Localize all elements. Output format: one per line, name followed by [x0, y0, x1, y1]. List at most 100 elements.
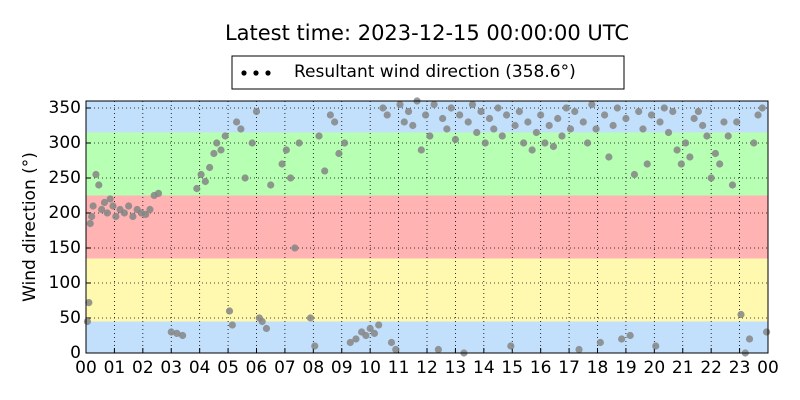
x-tick-label: 05 [217, 358, 239, 378]
point [375, 321, 383, 329]
point [225, 307, 234, 315]
x-tick-label: 09 [331, 358, 353, 378]
point [745, 335, 754, 343]
plot-frame [85, 100, 769, 354]
point [404, 107, 413, 116]
point [434, 345, 442, 354]
point [396, 100, 404, 109]
legend-marker [253, 70, 259, 76]
x-tick-label: 07 [274, 358, 296, 378]
point [83, 317, 92, 326]
point [660, 104, 668, 112]
point [120, 209, 128, 217]
point [554, 114, 562, 123]
point [295, 139, 303, 147]
point [507, 342, 515, 350]
y-tick-label: 350 [49, 98, 81, 118]
y-tick-label: 100 [49, 273, 81, 293]
point [566, 125, 575, 133]
point [252, 107, 261, 116]
point [677, 160, 685, 168]
point [524, 118, 532, 126]
point [241, 174, 249, 182]
point [267, 181, 275, 189]
point [129, 212, 137, 221]
point [515, 107, 523, 116]
point [366, 324, 374, 333]
point [443, 125, 451, 133]
point [112, 212, 120, 221]
point [311, 342, 319, 350]
point [583, 139, 592, 147]
point [468, 100, 477, 109]
point [173, 329, 181, 337]
legend-label: Resultant wind direction (358.6°) [294, 62, 576, 82]
point [379, 104, 387, 112]
point [88, 212, 96, 221]
point [387, 338, 396, 347]
point [206, 163, 214, 172]
point [282, 146, 290, 154]
point [426, 132, 434, 140]
x-tick-label: 21 [672, 358, 694, 378]
point [86, 219, 94, 228]
y-axis-label: Wind direction (°) [20, 152, 40, 302]
point [315, 132, 323, 140]
point [92, 170, 100, 179]
x-tick-label: 16 [530, 358, 552, 378]
point [326, 111, 334, 119]
point [237, 125, 245, 133]
point [278, 160, 286, 168]
point [545, 121, 553, 130]
point [362, 331, 370, 340]
y-tick-label: 250 [49, 168, 81, 188]
point [490, 125, 498, 133]
point [754, 111, 762, 119]
point [417, 146, 425, 154]
point [287, 174, 295, 182]
point [664, 128, 673, 137]
point [699, 121, 707, 130]
point [447, 104, 455, 112]
point [647, 111, 656, 119]
y-tick-label: 150 [49, 238, 81, 258]
point [233, 118, 241, 126]
x-tick-label: 02 [132, 358, 154, 378]
point [456, 111, 464, 119]
point [481, 139, 489, 147]
x-tick-label: 04 [189, 358, 211, 378]
point [626, 331, 634, 340]
point [95, 181, 103, 189]
point [109, 202, 117, 210]
point [473, 128, 481, 137]
point [643, 160, 651, 168]
point [383, 111, 391, 119]
point [758, 104, 766, 112]
point [711, 149, 720, 158]
point [502, 111, 511, 119]
point [694, 107, 702, 116]
point [291, 244, 299, 252]
point [485, 114, 494, 123]
point [421, 111, 430, 119]
point [681, 139, 690, 147]
point [210, 149, 218, 158]
point [98, 205, 106, 214]
point [762, 328, 771, 336]
point [571, 107, 579, 116]
point [601, 111, 609, 119]
point [100, 198, 109, 207]
point [262, 324, 271, 333]
point [737, 310, 745, 319]
point [605, 153, 613, 161]
legend-marker [265, 70, 271, 76]
point [179, 331, 187, 340]
point [669, 107, 677, 116]
x-tick-label: 10 [359, 358, 381, 378]
point [154, 189, 163, 197]
point [707, 174, 715, 182]
x-tick-label: 18 [587, 358, 609, 378]
x-tick-label: 08 [303, 358, 325, 378]
point [630, 170, 639, 179]
point [562, 104, 570, 112]
